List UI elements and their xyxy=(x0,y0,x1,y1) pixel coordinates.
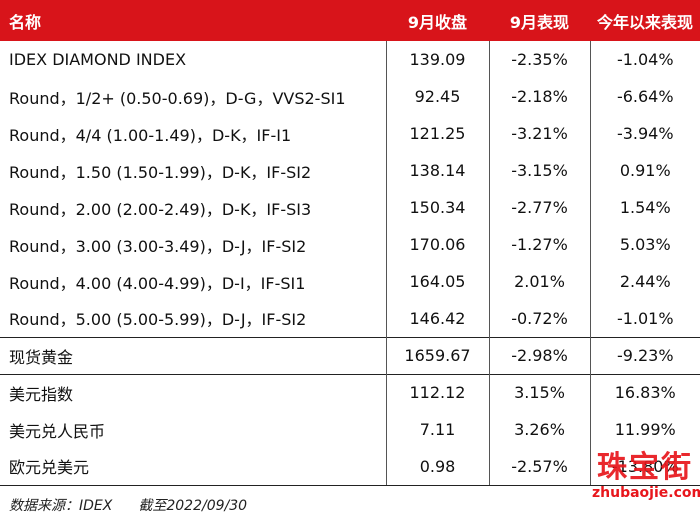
table-row: Round，2.00 (2.00-2.49)，D-K，IF-SI3 150.34… xyxy=(0,189,700,226)
row-close: 92.45 xyxy=(385,78,489,115)
row-sep: -3.15% xyxy=(488,152,590,189)
row-sep: -2.35% xyxy=(488,41,590,78)
row-name: 欧元兑美元 xyxy=(0,448,386,486)
row-name: Round，1/2+ (0.50-0.69)，D-G，VVS2-SI1 xyxy=(9,88,346,108)
header-ytd-perf: 今年以来表现 xyxy=(596,12,693,32)
row-sep: 3.15% xyxy=(488,373,590,411)
row-name: Round，4.00 (4.00-4.99)，D-I，IF-SI1 xyxy=(9,273,306,293)
row-ytd: -6.64% xyxy=(589,78,700,115)
row-close: 112.12 xyxy=(385,373,489,411)
row-ytd: -1.04% xyxy=(589,41,700,78)
row-ytd: -13.80% xyxy=(589,448,700,486)
row-close: 164.05 xyxy=(385,263,489,300)
row-name: Round，5.00 (5.00-5.99)，D-J，IF-SI2 xyxy=(9,310,307,330)
table-row: 美元指数 112.12 3.15% 16.83% xyxy=(0,373,700,411)
source-text: 数据来源：IDEX xyxy=(9,498,113,514)
row-close: 7.11 xyxy=(385,411,489,448)
row-ytd: 11.99% xyxy=(589,411,700,448)
row-name: Round，4/4 (1.00-1.49)，D-K，IF-I1 xyxy=(9,125,292,145)
table-row: Round，5.00 (5.00-5.99)，D-J，IF-SI2 146.42… xyxy=(0,300,700,337)
performance-table: 名称 9月收盘 9月表现 今年以来表现 IDEX DIAMOND INDEX 1… xyxy=(0,0,700,486)
row-sep: -2.18% xyxy=(488,78,590,115)
row-name: Round，1.50 (1.50-1.99)，D-K，IF-SI2 xyxy=(9,162,312,182)
row-close: 138.14 xyxy=(385,152,489,189)
row-ytd: 0.91% xyxy=(589,152,700,189)
row-close: 1659.67 xyxy=(385,336,489,374)
row-close: 146.42 xyxy=(385,300,489,337)
row-close: 139.09 xyxy=(385,41,489,78)
table-row: Round，4/4 (1.00-1.49)，D-K，IF-I1 121.25 -… xyxy=(0,115,700,152)
watermark-cn: 珠宝街 xyxy=(597,450,693,485)
watermark-url: zhubaojie.com xyxy=(592,485,700,501)
row-name: 美元指数 xyxy=(0,373,386,411)
row-sep: -2.77% xyxy=(488,189,590,226)
header-sep-close: 9月收盘 xyxy=(407,12,468,32)
row-ytd: -1.01% xyxy=(589,300,700,337)
row-name: Round，2.00 (2.00-2.49)，D-K，IF-SI3 xyxy=(9,199,312,219)
table-row: 现货黄金 1659.67 -2.98% -9.23% xyxy=(0,336,700,374)
cutoff-date: 截至2022/09/30 xyxy=(138,498,248,514)
row-close: 170.06 xyxy=(385,226,489,263)
row-name: 美元兑人民币 xyxy=(9,421,106,441)
row-sep: 2.01% xyxy=(488,263,590,300)
row-name: IDEX DIAMOND INDEX xyxy=(9,50,187,69)
row-sep: -0.72% xyxy=(488,300,590,337)
row-sep: -2.57% xyxy=(488,448,590,486)
row-ytd: 16.83% xyxy=(589,373,700,411)
row-close: 121.25 xyxy=(385,115,489,152)
table-row: IDEX DIAMOND INDEX 139.09 -2.35% -1.04% xyxy=(0,41,700,78)
row-ytd: 2.44% xyxy=(589,263,700,300)
header-name: 名称 xyxy=(9,12,42,32)
row-name: Round，3.00 (3.00-3.49)，D-J，IF-SI2 xyxy=(9,236,307,256)
row-ytd: 5.03% xyxy=(589,226,700,263)
table-header-row: 名称 9月收盘 9月表现 今年以来表现 xyxy=(0,0,700,41)
row-close: 0.98 xyxy=(385,448,489,486)
header-sep-perf: 9月表现 xyxy=(509,12,570,32)
table-row: 欧元兑美元 0.98 -2.57% -13.80% xyxy=(0,448,700,486)
row-sep: -3.21% xyxy=(488,115,590,152)
row-ytd: -3.94% xyxy=(589,115,700,152)
source-note: 数据来源：IDEX 截至2022/09/30 xyxy=(9,495,273,515)
watermark-logo: 珠宝街 zhubaojie.com xyxy=(592,450,700,502)
table-row: 美元兑人民币 7.11 3.26% 11.99% xyxy=(0,411,700,448)
table-row: Round，3.00 (3.00-3.49)，D-J，IF-SI2 170.06… xyxy=(0,226,700,263)
row-close: 150.34 xyxy=(385,189,489,226)
row-sep: -2.98% xyxy=(488,336,590,374)
table-row: Round，4.00 (4.00-4.99)，D-I，IF-SI1 164.05… xyxy=(0,263,700,300)
row-sep: 3.26% xyxy=(488,411,590,448)
table-row: Round，1/2+ (0.50-0.69)，D-G，VVS2-SI1 92.4… xyxy=(0,78,700,115)
row-ytd: -9.23% xyxy=(589,336,700,374)
row-name: 现货黄金 xyxy=(0,336,386,374)
row-ytd: 1.54% xyxy=(589,189,700,226)
table-row: Round，1.50 (1.50-1.99)，D-K，IF-SI2 138.14… xyxy=(0,152,700,189)
row-sep: -1.27% xyxy=(488,226,590,263)
